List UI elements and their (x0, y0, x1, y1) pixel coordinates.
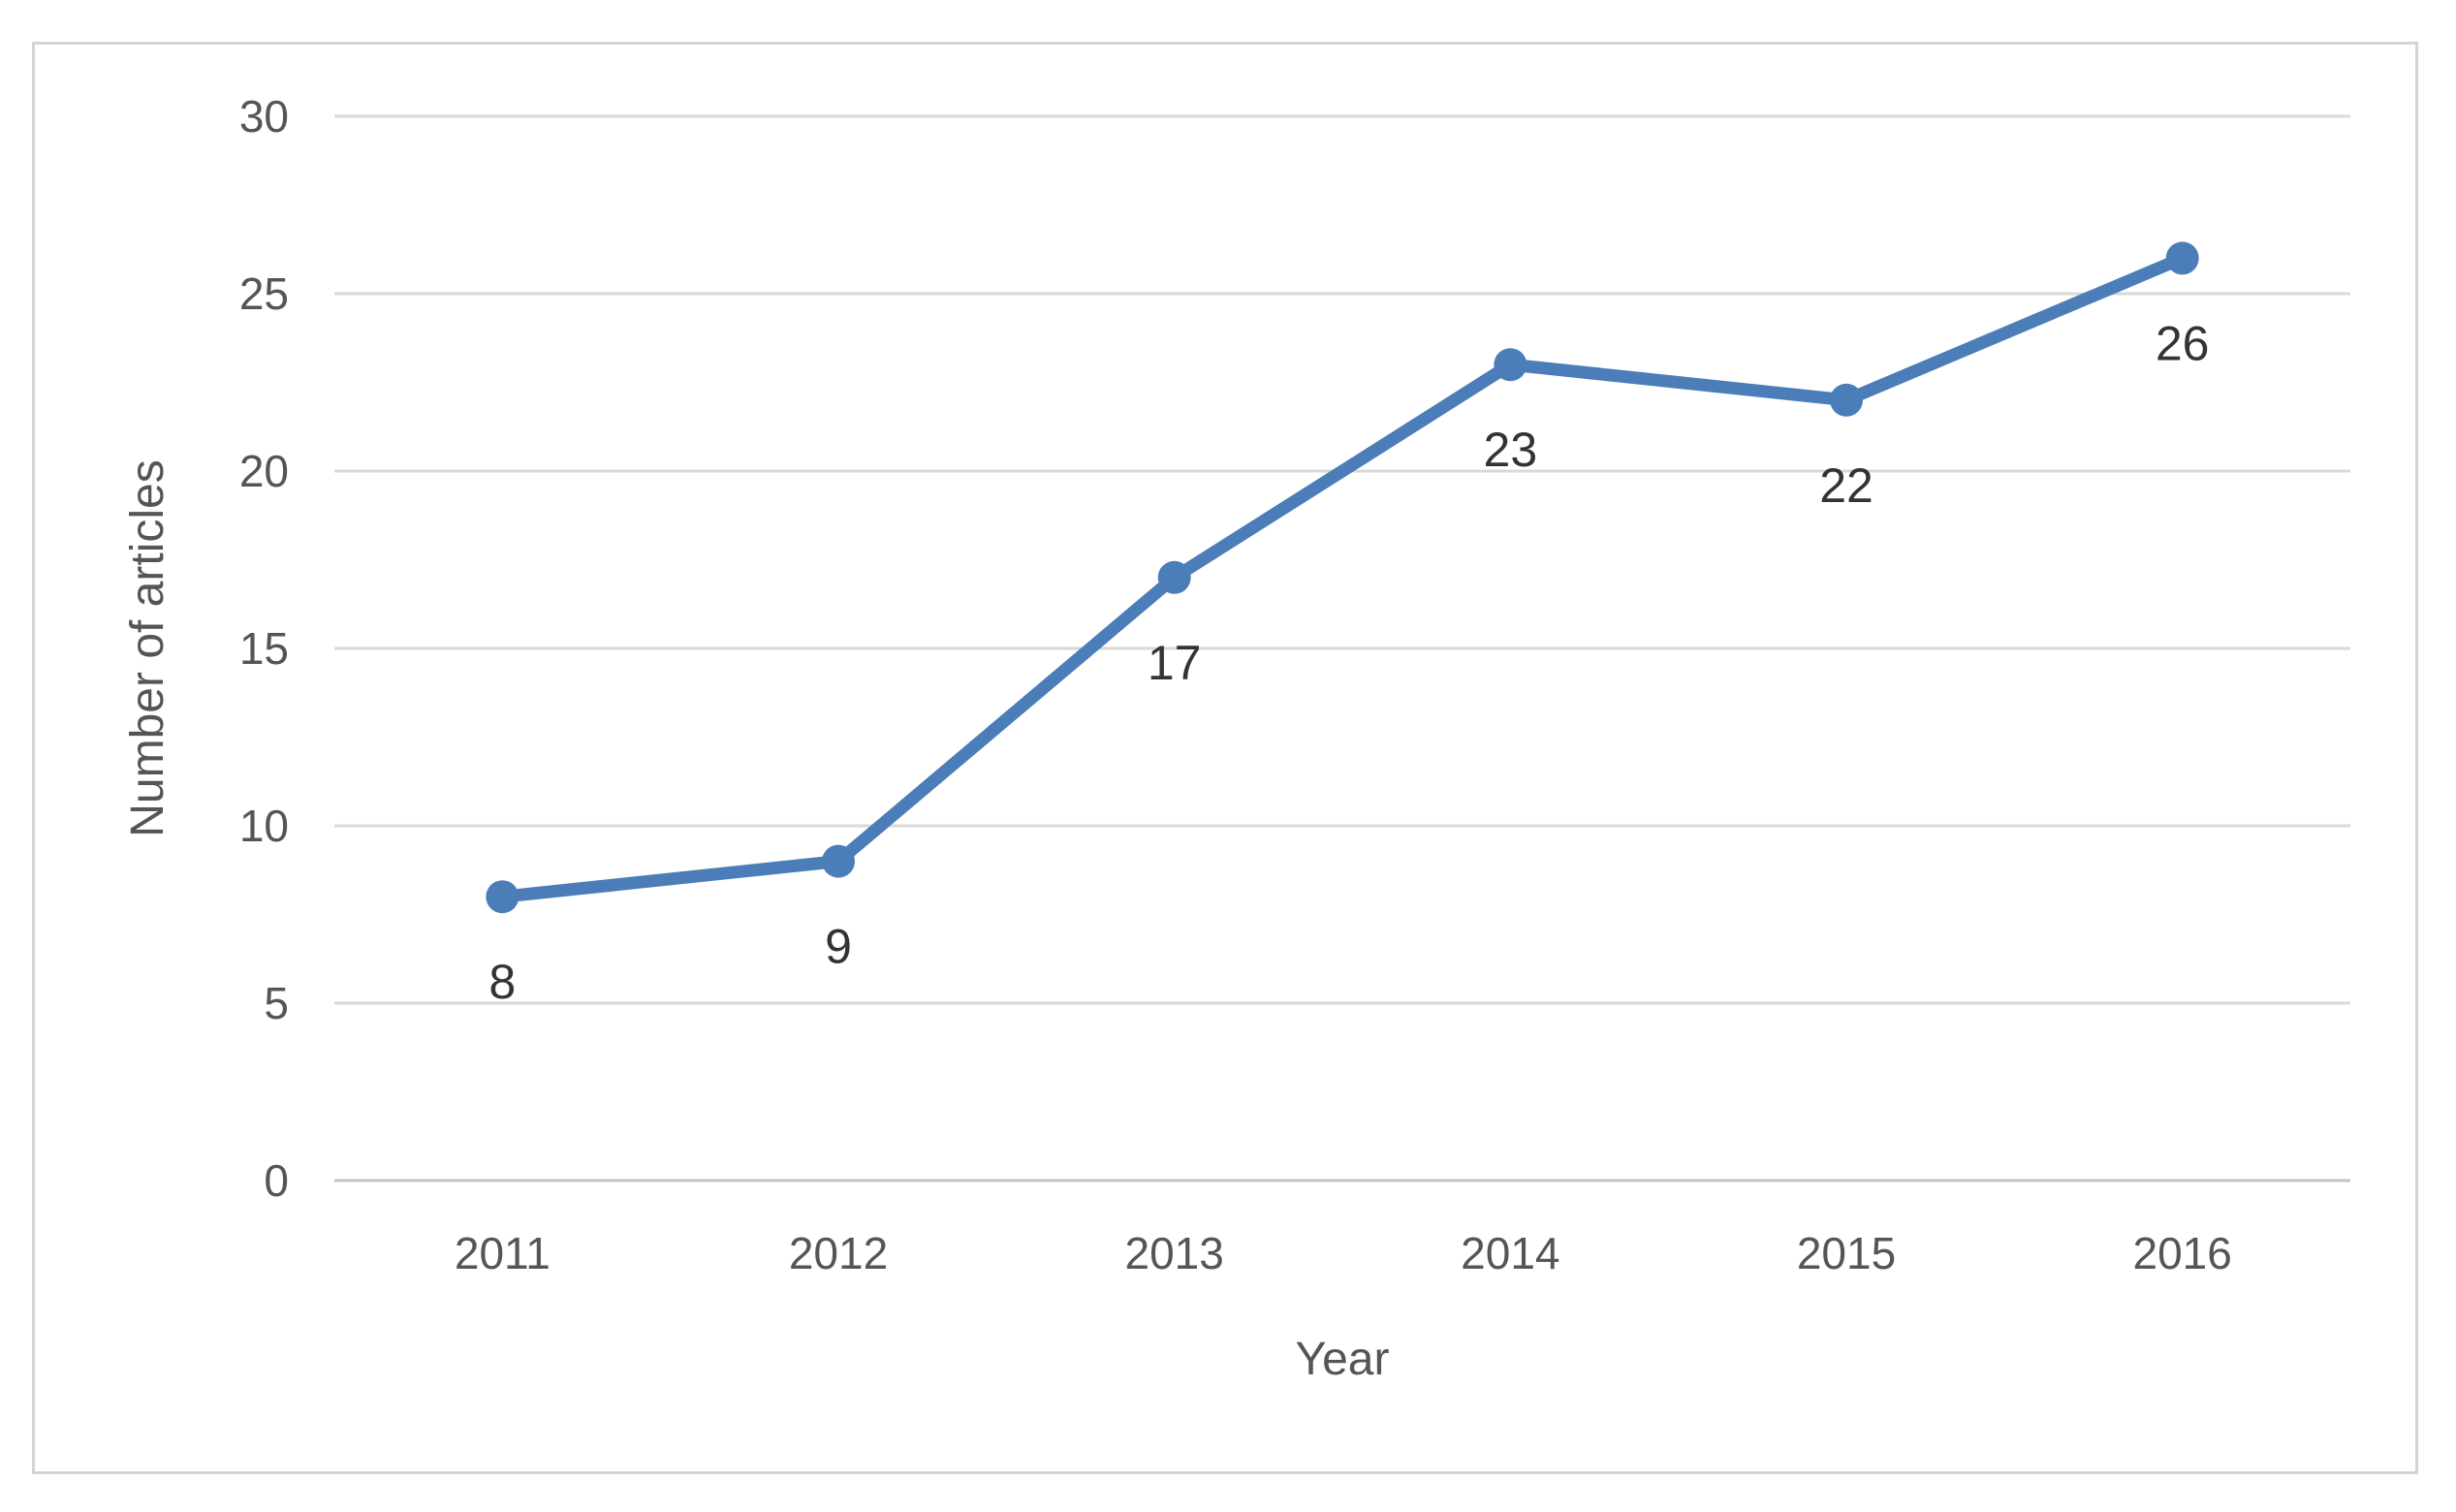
y-axis-title: Number of articles (122, 459, 173, 836)
data-point-label: 23 (1484, 423, 1538, 477)
x-tick-label: 2016 (2132, 1228, 2231, 1278)
x-tick-label: 2013 (1124, 1228, 1223, 1278)
data-point-label: 9 (825, 920, 852, 974)
data-point-label: 26 (2156, 316, 2210, 370)
data-point-marker (1157, 560, 1191, 594)
y-tick-label: 20 (239, 446, 289, 496)
x-axis-title: Year (1296, 1334, 1390, 1385)
data-point-label: 22 (1819, 458, 1873, 513)
x-tick-label: 2014 (1461, 1228, 1559, 1278)
y-tick-label: 30 (239, 91, 289, 142)
chart-frame: 0 5 10 15 20 25 30 2011 2012 2013 2014 2015 2016 Numb… (32, 42, 2418, 1474)
y-tick-label: 25 (239, 268, 289, 319)
x-tick-label: 2015 (1797, 1228, 1896, 1278)
data-point-label: 17 (1148, 636, 1202, 690)
y-tick-label: 10 (239, 801, 289, 851)
y-tick-label: 15 (239, 623, 289, 674)
data-point-marker (822, 844, 855, 878)
data-point-marker (1830, 383, 1863, 417)
x-tick-label: 2011 (455, 1228, 551, 1278)
y-tick-label: 0 (264, 1155, 289, 1206)
line-chart: 0 5 10 15 20 25 30 2011 2012 2013 2014 2015 2016 Numb… (122, 91, 2350, 1385)
data-point-marker (1494, 348, 1527, 382)
x-tick-label: 2012 (789, 1228, 888, 1278)
data-point-label: 8 (488, 955, 516, 1009)
data-point-marker (2165, 241, 2199, 275)
series-line (495, 251, 2189, 903)
y-tick-label: 5 (264, 978, 289, 1028)
data-point-marker (486, 880, 520, 914)
